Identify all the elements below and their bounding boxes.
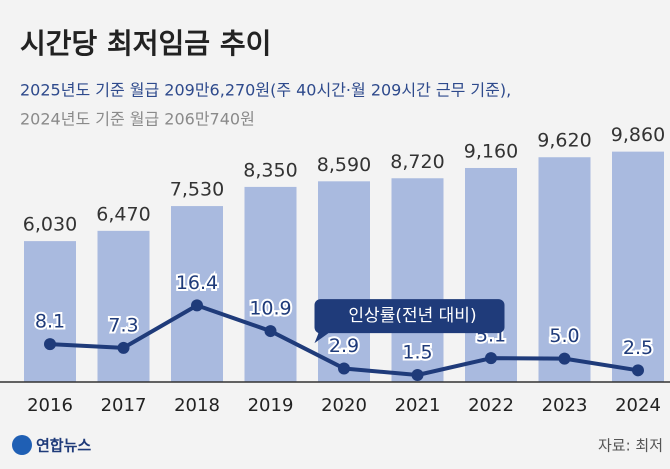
callout-box (314, 299, 505, 344)
rate-value-label: 2.5 (623, 337, 653, 359)
rate-point (338, 362, 350, 375)
rate-value-label: 16.4 (176, 272, 218, 294)
chart-title: 시간당 최저임금 추이 (20, 27, 271, 60)
rate-value-label: 1.5 (402, 341, 432, 363)
bar (244, 186, 297, 382)
bar (318, 181, 370, 382)
bar-value-label: 7,530 (170, 179, 224, 201)
rate-point (485, 352, 497, 365)
bar-value-label: 9,620 (537, 130, 591, 152)
x-tick-label: 2023 (542, 395, 588, 416)
rate-point (264, 325, 277, 338)
bar-value-label: 9,860 (611, 124, 665, 146)
rate-point (191, 299, 203, 312)
x-tick-label: 2019 (248, 395, 294, 416)
rate-point (411, 368, 424, 381)
rate-value-label: 8.1 (35, 311, 65, 333)
bar (171, 206, 223, 382)
rate-point (117, 341, 130, 354)
bar-value-label: 8,720 (390, 151, 444, 173)
rate-point (558, 352, 571, 365)
bar-value-label: 8,350 (243, 159, 297, 181)
bar (465, 167, 517, 382)
x-tick-label: 2016 (27, 395, 73, 416)
x-tick-label: 2021 (395, 395, 441, 416)
logo: 연합뉴스 (12, 435, 91, 455)
bar (612, 151, 664, 382)
callout-label: 인상률(전년 대비) (348, 306, 476, 326)
bar (24, 241, 76, 382)
logo-icon (12, 435, 32, 455)
rate-point (632, 364, 644, 377)
bar (391, 178, 444, 382)
rate-value-label: 5.0 (549, 325, 579, 347)
rate-value-label: 7.3 (108, 314, 138, 336)
source: 자료: 최저 (598, 437, 663, 455)
rate-value-label: 2.9 (329, 335, 359, 357)
bar (538, 157, 591, 382)
rate-point (44, 338, 56, 351)
bar-value-label: 6,030 (23, 214, 77, 236)
x-tick-label: 2024 (615, 395, 661, 416)
logo-text: 연합뉴스 (36, 437, 91, 455)
x-tick-label: 2020 (321, 395, 367, 416)
bar-value-label: 9,160 (464, 140, 518, 162)
bar-value-label: 8,590 (317, 154, 371, 176)
x-tick-label: 2017 (101, 395, 147, 416)
bar (97, 230, 150, 382)
x-tick-label: 2018 (174, 395, 220, 416)
subtitle: 2025년도 기준 월급 209만6,270원(주 40시간·월 209시간 근… (20, 81, 511, 100)
subtitle: 2024년도 기준 월급 206만740원 (20, 110, 255, 129)
rate-value-label: 10.9 (249, 298, 291, 320)
x-tick-label: 2022 (468, 395, 514, 416)
bar-value-label: 6,470 (96, 203, 150, 225)
